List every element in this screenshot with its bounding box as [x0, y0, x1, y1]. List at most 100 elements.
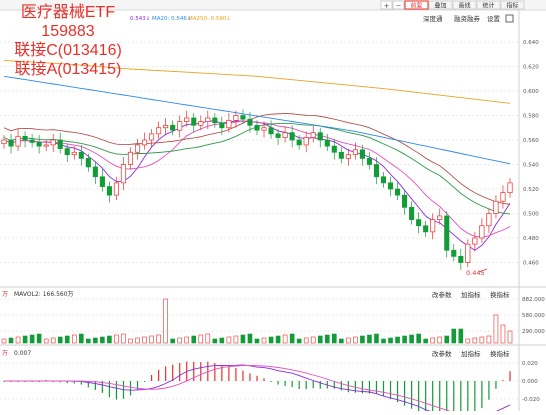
macd-bar	[80, 381, 82, 385]
macd-bar	[340, 381, 342, 391]
macd-bar	[460, 381, 462, 415]
volume-axis: 882.000 580.000 290.000	[0, 297, 545, 335]
macd-bar	[396, 381, 399, 403]
macd-header: 万 0.007 改参数 加指标 换指标	[2, 349, 510, 358]
price-tick-label: 0.460	[523, 261, 539, 267]
candle-body	[409, 207, 415, 220]
macd-bar	[432, 381, 434, 415]
volume-bar	[86, 338, 91, 344]
candle-body	[472, 237, 478, 245]
volume-bar	[437, 336, 443, 344]
candle-body	[120, 164, 127, 184]
macd-bar	[214, 363, 216, 381]
linked-fund-c: 联接C(013416)	[14, 42, 122, 59]
volume-tick-label: 580.000	[522, 313, 545, 319]
volume-bar	[22, 335, 28, 344]
zoom-in-button[interactable]	[380, 0, 393, 10]
macd-bar	[361, 381, 364, 394]
macd-change-params-button[interactable]: 改参数	[432, 349, 452, 358]
candle-body	[212, 117, 218, 124]
volume-bar	[409, 334, 414, 344]
volume-bar	[275, 335, 281, 344]
zoom-out-button[interactable]	[392, 0, 405, 10]
macd-bar	[136, 381, 139, 390]
candle-body	[198, 121, 204, 126]
volume-bar	[29, 334, 35, 344]
candle-body	[29, 139, 35, 143]
volume-bar	[296, 338, 302, 344]
macd-bar	[193, 361, 195, 381]
macd-bar	[24, 381, 26, 382]
macd-add-indicator-button[interactable]: 加指标	[461, 349, 481, 358]
macd-bar	[108, 381, 111, 398]
macd-bar	[101, 381, 103, 393]
candle-body	[395, 188, 401, 196]
macd-bar	[312, 381, 314, 389]
candle-body	[458, 256, 464, 263]
toolbar-tab[interactable]	[428, 0, 453, 10]
volume-bar	[282, 334, 288, 344]
settings-checkbox[interactable]	[505, 14, 514, 23]
volume-bar	[416, 333, 421, 344]
candle-body	[254, 124, 260, 131]
macd-bar	[474, 381, 476, 415]
volume-bar	[388, 337, 393, 344]
volume-switch-indicator-button[interactable]: 换指标	[490, 290, 510, 299]
low-marker-label: 0.445	[466, 269, 485, 277]
volume-bar	[444, 335, 450, 344]
volume-bar	[395, 336, 400, 344]
volume-change-params-button[interactable]: 改参数	[432, 290, 452, 299]
candle-body	[444, 215, 450, 251]
volume-bar	[240, 334, 246, 344]
macd-bar	[291, 381, 293, 388]
candle-body	[324, 139, 330, 147]
volume-bar	[107, 335, 112, 344]
macd-bar	[45, 380, 47, 381]
macd-bar	[172, 364, 174, 381]
volume-bar	[114, 334, 119, 344]
ma-readout: MA20: 0.546↓	[152, 15, 191, 22]
macd-bar	[389, 381, 392, 400]
candle-body	[296, 139, 302, 146]
top-right-links: 深度通 融资融券 设置	[423, 14, 514, 23]
candle-body	[261, 127, 267, 131]
macd-bar	[446, 381, 448, 415]
candle-body	[127, 151, 134, 165]
volume-bar	[15, 336, 21, 344]
toolbar-tab[interactable]	[404, 0, 429, 10]
candle-body	[191, 117, 197, 126]
ma-readout: MA250: 0.590↓	[188, 15, 231, 22]
macd-bar	[52, 381, 54, 382]
link-depth[interactable]: 深度通	[423, 14, 443, 23]
candle-body	[359, 149, 365, 159]
candle-body	[149, 133, 155, 141]
volume-bar	[303, 337, 309, 344]
volume-bar	[50, 337, 56, 344]
candle-body	[345, 154, 351, 159]
candle-body	[338, 151, 344, 159]
volume-bar	[170, 338, 175, 344]
candle-body	[71, 151, 77, 156]
volume-bar	[93, 337, 98, 344]
toolbar-tab[interactable]	[452, 0, 477, 10]
ma60-line	[3, 75, 511, 165]
volume-bar	[458, 328, 464, 344]
candle-body	[15, 135, 21, 147]
macd-bar	[298, 381, 300, 390]
macd-bar	[453, 381, 455, 415]
toolbar-tab[interactable]	[476, 0, 501, 10]
volume-add-indicator-button[interactable]: 加指标	[461, 290, 481, 299]
link-margin[interactable]: 融资融券	[454, 14, 481, 23]
macd-histogram	[3, 361, 511, 415]
candle-body	[486, 213, 492, 227]
price-tick-label: 0.560	[523, 138, 539, 144]
toolbar-tab[interactable]	[500, 0, 525, 10]
macd-switch-indicator-button[interactable]: 换指标	[490, 349, 510, 358]
volume-bar	[226, 336, 232, 344]
link-settings[interactable]: 设置	[487, 14, 501, 23]
macd-bar	[31, 381, 33, 382]
candle-body	[275, 133, 281, 138]
volume-bar	[430, 337, 435, 344]
macd-bar	[150, 374, 153, 381]
